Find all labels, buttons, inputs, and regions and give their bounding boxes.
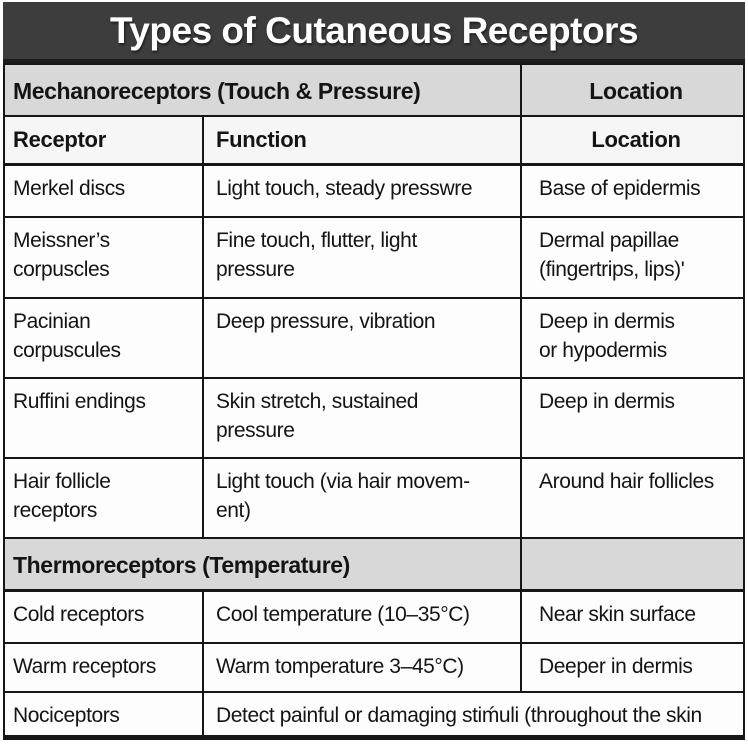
table-row-pacinian-corpuscles: Pacinian corpuscules Deep pressure, vibr… (5, 299, 743, 379)
cell-location: Near skin surface (539, 603, 696, 626)
cell-function: Fine touch, flutter, light pressure (204, 218, 522, 297)
cell-receptor: Nociceptors (5, 693, 204, 735)
cell-location: Base of epidermis (539, 177, 701, 200)
cell-function: Warm tomperature 3–45°C) (204, 644, 522, 691)
table-row-cold-receptors: Cold receptors Cool temperature (10–35°C… (5, 592, 743, 644)
table-row-merkel-discs: Merkel discs Light touch, steady presswr… (5, 166, 743, 218)
cell-function: Light touch (via hair movem- ent) (204, 459, 522, 537)
table-row-meissners-corpuscles: Meissner’s corpuscles Fine touch, flutte… (5, 218, 743, 299)
cell-location: Deep in dermis (539, 390, 675, 413)
table-row-warm-receptors: Warm receptors Warm tomperature 3–45°C) … (5, 644, 743, 693)
cell-function: Skin stretch, sustained pressure (204, 379, 522, 457)
cell-function: Detect painful or damaging stiḿuli (thro… (216, 704, 702, 727)
cell-receptor: Meissner’s corpuscles (5, 218, 204, 297)
section-label: Thermoreceptors (Temperature) (5, 539, 522, 589)
cell-receptor: Warm receptors (5, 644, 204, 691)
section-label: Mechanoreceptors (Touch & Pressure) (5, 65, 522, 115)
cell-function: Light touch, steady presswre (204, 166, 522, 216)
cell-location: Deeper in dermis (539, 655, 693, 678)
section-location-header: Location (589, 78, 683, 104)
table-row-nociceptors: Nociceptors Detect painful or damaging s… (5, 693, 743, 738)
cell-receptor: Hair follicle receptors (5, 459, 204, 537)
column-header-location: Location (591, 127, 681, 152)
table-row-ruffini-endings: Ruffini endings Skin stretch, sustained … (5, 379, 743, 459)
column-header-function: Function (204, 117, 522, 163)
receptor-table: Mechanoreceptors (Touch & Pressure) Loca… (3, 63, 745, 740)
cell-receptor: Cold receptors (5, 592, 204, 642)
page-title: Types of Cutaneous Receptors (109, 9, 639, 51)
cell-location: Deep in dermis or hypodermis (539, 310, 675, 362)
column-header-receptor: Receptor (5, 117, 204, 163)
cell-function: Cool temperature (10–35°C) (204, 592, 522, 642)
cell-location: Dermal papillae (fingertrips, lips)' (539, 229, 685, 281)
cell-receptor: Ruffini endings (5, 379, 204, 457)
section-header-mechanoreceptors: Mechanoreceptors (Touch & Pressure) Loca… (5, 65, 743, 117)
table-row-hair-follicle-receptors: Hair follicle receptors Light touch (via… (5, 459, 743, 539)
cell-location: Around hair follicles (539, 470, 714, 493)
cell-function: Deep pressure, vibration (204, 299, 522, 377)
column-header-row: Receptor Function Location (5, 117, 743, 166)
cell-receptor: Merkel discs (5, 166, 204, 216)
section-location-header (522, 539, 743, 589)
title-bar: Types of Cutaneous Receptors (3, 2, 745, 63)
section-header-thermoreceptors: Thermoreceptors (Temperature) (5, 539, 743, 592)
cell-receptor: Pacinian corpuscules (5, 299, 204, 377)
